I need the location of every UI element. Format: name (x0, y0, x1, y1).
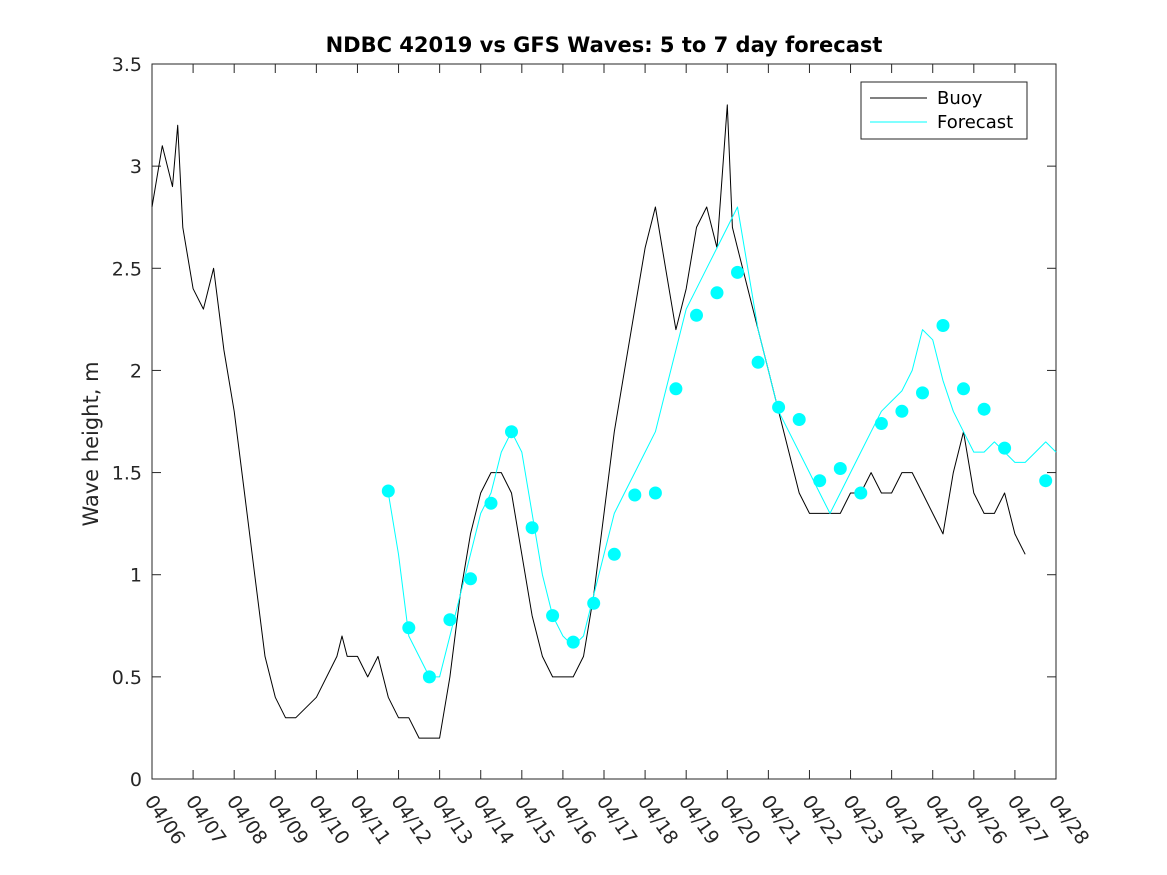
forecast-point (916, 386, 929, 400)
y-tick-label: 2 (130, 360, 142, 382)
y-tick-label: 0.5 (112, 667, 142, 689)
legend-label-buoy: Buoy (937, 88, 983, 109)
forecast-point (607, 547, 621, 561)
forecast-point (402, 621, 416, 635)
forecast-point (977, 402, 991, 416)
forecast-point (957, 382, 970, 396)
y-tick-label: 1.5 (112, 463, 142, 485)
forecast-point (998, 441, 1012, 455)
forecast-point (381, 484, 395, 498)
forecast-point (628, 488, 642, 502)
forecast-point (464, 572, 477, 586)
forecast-point (936, 319, 950, 332)
y-tick-label: 0 (130, 769, 142, 791)
forecast-point (895, 404, 909, 418)
y-tick-label: 2.5 (112, 258, 142, 280)
forecast-point (484, 496, 498, 510)
y-axis-label: Wave height, m (79, 361, 103, 526)
legend: Buoy Forecast (860, 81, 1028, 140)
forecast-point (525, 521, 539, 535)
chart-title: NDBC 42019 vs GFS Waves: 5 to 7 day fore… (326, 33, 883, 57)
forecast-point (669, 382, 683, 396)
forecast-point (1039, 474, 1053, 488)
forecast-point (731, 265, 744, 279)
forecast-point (587, 596, 601, 610)
forecast-point (422, 670, 436, 684)
forecast-point (813, 474, 827, 488)
y-tick-label: 1 (130, 565, 142, 587)
series-line-forecast (387, 206, 1057, 678)
y-tick-label: 3 (130, 156, 142, 178)
forecast-point (505, 425, 518, 439)
forecast-point (772, 400, 786, 414)
forecast-point (690, 308, 703, 322)
legend-box (860, 81, 1028, 140)
forecast-point (854, 486, 868, 500)
forecast-point (833, 462, 847, 475)
forecast-point (874, 417, 888, 430)
forecast-point (443, 613, 457, 627)
forecast-point (710, 286, 724, 300)
legend-label-forecast: Forecast (937, 112, 1013, 133)
forecast-point (648, 486, 662, 500)
forecast-point (546, 609, 560, 623)
forecast-point (566, 635, 580, 649)
forecast-point (792, 413, 806, 426)
y-tick-label: 3.5 (112, 54, 142, 76)
forecast-point (751, 355, 765, 369)
